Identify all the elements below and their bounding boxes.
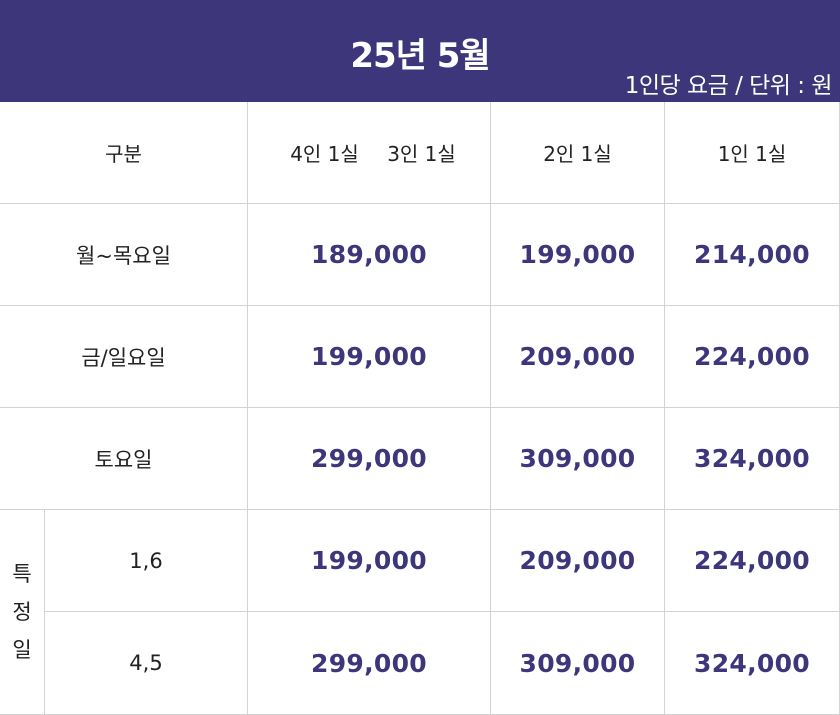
column-header-2-person: 2인 1실 bbox=[491, 102, 665, 204]
price-cell: 309,000 bbox=[491, 612, 665, 715]
unit-note: 1인당 요금 / 단위 : 원 bbox=[624, 73, 833, 99]
table-header-banner: 25년 5월 1인당 요금 / 단위 : 원 bbox=[0, 0, 840, 102]
page-title: 25년 5월 bbox=[350, 36, 490, 76]
row-label-special-1-6: 1,6 bbox=[45, 510, 248, 612]
price-cell: 324,000 bbox=[665, 612, 840, 715]
price-cell: 199,000 bbox=[491, 204, 665, 306]
special-days-group-label: 특 정 일 bbox=[0, 510, 45, 715]
column-header-4-3-person: 4인 1실 3인 1실 bbox=[248, 102, 491, 204]
price-cell: 199,000 bbox=[248, 306, 491, 408]
special-days-char: 특 bbox=[12, 562, 32, 586]
special-days-char: 정 bbox=[12, 600, 32, 624]
row-label-mon-thu: 월~목요일 bbox=[0, 204, 248, 306]
column-header-3-person: 3인 1실 bbox=[387, 142, 456, 166]
column-header-4-person: 4인 1실 bbox=[290, 142, 359, 166]
price-cell: 309,000 bbox=[491, 408, 665, 510]
price-cell: 224,000 bbox=[665, 306, 840, 408]
row-label-saturday: 토요일 bbox=[0, 408, 248, 510]
price-cell: 214,000 bbox=[665, 204, 840, 306]
price-cell: 224,000 bbox=[665, 510, 840, 612]
row-label-special-4-5: 4,5 bbox=[45, 612, 248, 715]
price-cell: 209,000 bbox=[491, 306, 665, 408]
column-header-1-person: 1인 1실 bbox=[665, 102, 840, 204]
price-table: 구분 4인 1실 3인 1실 2인 1실 1인 1실 월~목요일 189,000… bbox=[0, 102, 840, 715]
special-days-char: 일 bbox=[12, 638, 32, 662]
price-cell: 299,000 bbox=[248, 612, 491, 715]
price-cell: 209,000 bbox=[491, 510, 665, 612]
price-cell: 324,000 bbox=[665, 408, 840, 510]
column-header-category: 구분 bbox=[0, 102, 248, 204]
price-cell: 199,000 bbox=[248, 510, 491, 612]
row-label-fri-sun: 금/일요일 bbox=[0, 306, 248, 408]
price-cell: 189,000 bbox=[248, 204, 491, 306]
price-cell: 299,000 bbox=[248, 408, 491, 510]
